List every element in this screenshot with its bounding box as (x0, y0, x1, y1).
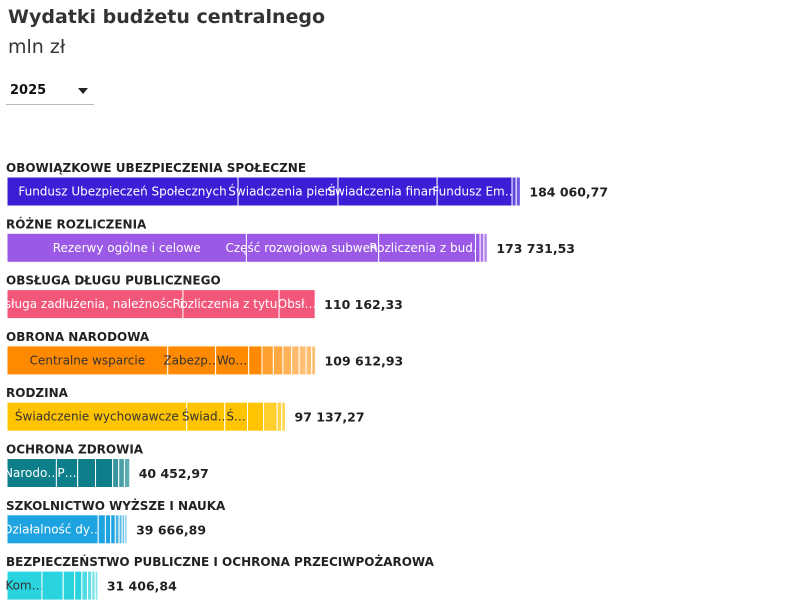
segment-label: P… (57, 466, 76, 480)
bar-segment[interactable] (247, 401, 264, 432)
segment-label: Obsługa zadłużenia, należności i i… (0, 297, 202, 311)
category-label: OBOWIĄZKOWE UBEZPIECZENIA SPOŁECZNE (6, 161, 306, 175)
category-total: 110 162,33 (324, 297, 403, 312)
bar-segment[interactable] (511, 176, 517, 207)
bar-segment[interactable] (6, 176, 239, 207)
year-dropdown[interactable]: 2025 (6, 80, 94, 105)
bar-segment[interactable] (272, 345, 284, 376)
bar-segment[interactable] (62, 570, 76, 601)
bar-segment[interactable] (6, 514, 99, 545)
bar-segment[interactable] (94, 570, 99, 601)
bar-segment[interactable] (6, 458, 57, 488)
bar-segment[interactable] (87, 570, 93, 601)
segment-label: Świad… (182, 409, 230, 424)
segment-label: Ś… (226, 409, 246, 424)
bar-segment[interactable] (305, 345, 313, 376)
bar-segment[interactable] (298, 345, 307, 376)
bar-segment[interactable] (167, 345, 217, 376)
category-label: SZKOLNICTWO WYŻSZE I NAUKA (6, 498, 226, 513)
bar-segment[interactable] (112, 458, 120, 488)
category-label: BEZPIECZEŃSTWO PUBLICZNE I OCHRONA PRZEC… (6, 554, 435, 569)
bar-segment[interactable] (104, 514, 112, 545)
bar-segment[interactable] (91, 570, 96, 601)
bar-segment[interactable] (6, 232, 247, 263)
bar-segment[interactable] (483, 232, 488, 263)
category-total: 31 406,84 (107, 579, 177, 594)
bar-segment[interactable] (182, 289, 280, 320)
bar-segment[interactable] (291, 345, 300, 376)
segment-label: Rozliczenia z tytu… (173, 297, 290, 311)
bar-segment[interactable] (6, 570, 43, 601)
category-total: 40 452,97 (139, 466, 209, 481)
category-total: 173 731,53 (496, 241, 575, 256)
segment-label: Centralne wsparcie (30, 353, 146, 367)
segment-label: Fundusz Em… (432, 185, 516, 199)
category-label: OCHRONA ZDROWIA (6, 443, 144, 457)
category-label: RODZINA (6, 386, 69, 400)
category-label: RÓŻNE ROZLICZENIA (6, 216, 147, 231)
bar-segment[interactable] (515, 176, 521, 207)
year-selected-value: 2025 (10, 83, 47, 98)
bar-segment[interactable] (475, 232, 481, 263)
category-total: 97 137,27 (295, 410, 365, 425)
bar-segment[interactable] (436, 176, 513, 207)
bar-segment[interactable] (479, 232, 485, 263)
bar-segment[interactable] (337, 176, 438, 207)
segment-label: Fundusz Ubezpieczeń Społecznych (18, 185, 226, 199)
bar-segment[interactable] (74, 570, 83, 601)
chart-unit: mln zł (8, 36, 66, 58)
bar-segment[interactable] (123, 458, 131, 488)
bar-segment[interactable] (276, 401, 283, 432)
category-label: OBSŁUGA DŁUGU PUBLICZNEGO (6, 274, 221, 288)
bar-segment[interactable] (281, 401, 287, 432)
bar-segment[interactable] (6, 289, 184, 320)
category-label: OBRONA NARODOWA (6, 330, 150, 344)
segment-label: Narodo… (4, 466, 59, 480)
bar-segment[interactable] (41, 570, 64, 601)
category-total: 109 612,93 (325, 353, 404, 368)
segment-label: Działalność dy… (3, 522, 102, 536)
category-total: 184 060,77 (529, 185, 608, 200)
segment-label: Zabezp… (163, 353, 220, 367)
bar-segment[interactable] (311, 345, 317, 376)
bar-segment[interactable] (81, 570, 89, 601)
bar-segment[interactable] (263, 401, 278, 432)
bar-segment[interactable] (278, 289, 316, 320)
segment-label: Rozliczenia z bud… (369, 241, 484, 255)
segment-label: Wo… (217, 353, 248, 367)
bar-segment[interactable] (97, 514, 106, 545)
chevron-down-icon (78, 88, 88, 94)
bar-segment[interactable] (114, 514, 120, 545)
segment-label: Rezerwy ogólne i celowe (53, 241, 201, 255)
segment-label: Świadczenia pieni… (228, 184, 347, 199)
segment-label: Kom… (5, 579, 43, 593)
bar-segment[interactable] (95, 458, 114, 488)
segment-label: Część rozwojowa subwencj… (225, 241, 399, 255)
segment-label: Obsł… (278, 297, 317, 311)
bar-segment[interactable] (261, 345, 274, 376)
bar-segment[interactable] (282, 345, 293, 376)
bar-segment[interactable] (248, 345, 263, 376)
bar-segment[interactable] (6, 401, 188, 432)
segment-label: Świadczenia finan… (327, 184, 447, 199)
bar-segment[interactable] (118, 458, 125, 488)
chart-title: Wydatki budżetu centralnego (8, 6, 326, 28)
bar-segment[interactable] (110, 514, 116, 545)
bar-segment[interactable] (186, 401, 226, 432)
bar-segment[interactable] (77, 458, 97, 488)
bar-segment[interactable] (378, 232, 477, 263)
bar-segment[interactable] (124, 514, 128, 545)
bar-segment[interactable] (215, 345, 250, 376)
segment-label: Świadczenie wychowawcze (15, 409, 179, 424)
category-total: 39 666,89 (136, 522, 206, 537)
